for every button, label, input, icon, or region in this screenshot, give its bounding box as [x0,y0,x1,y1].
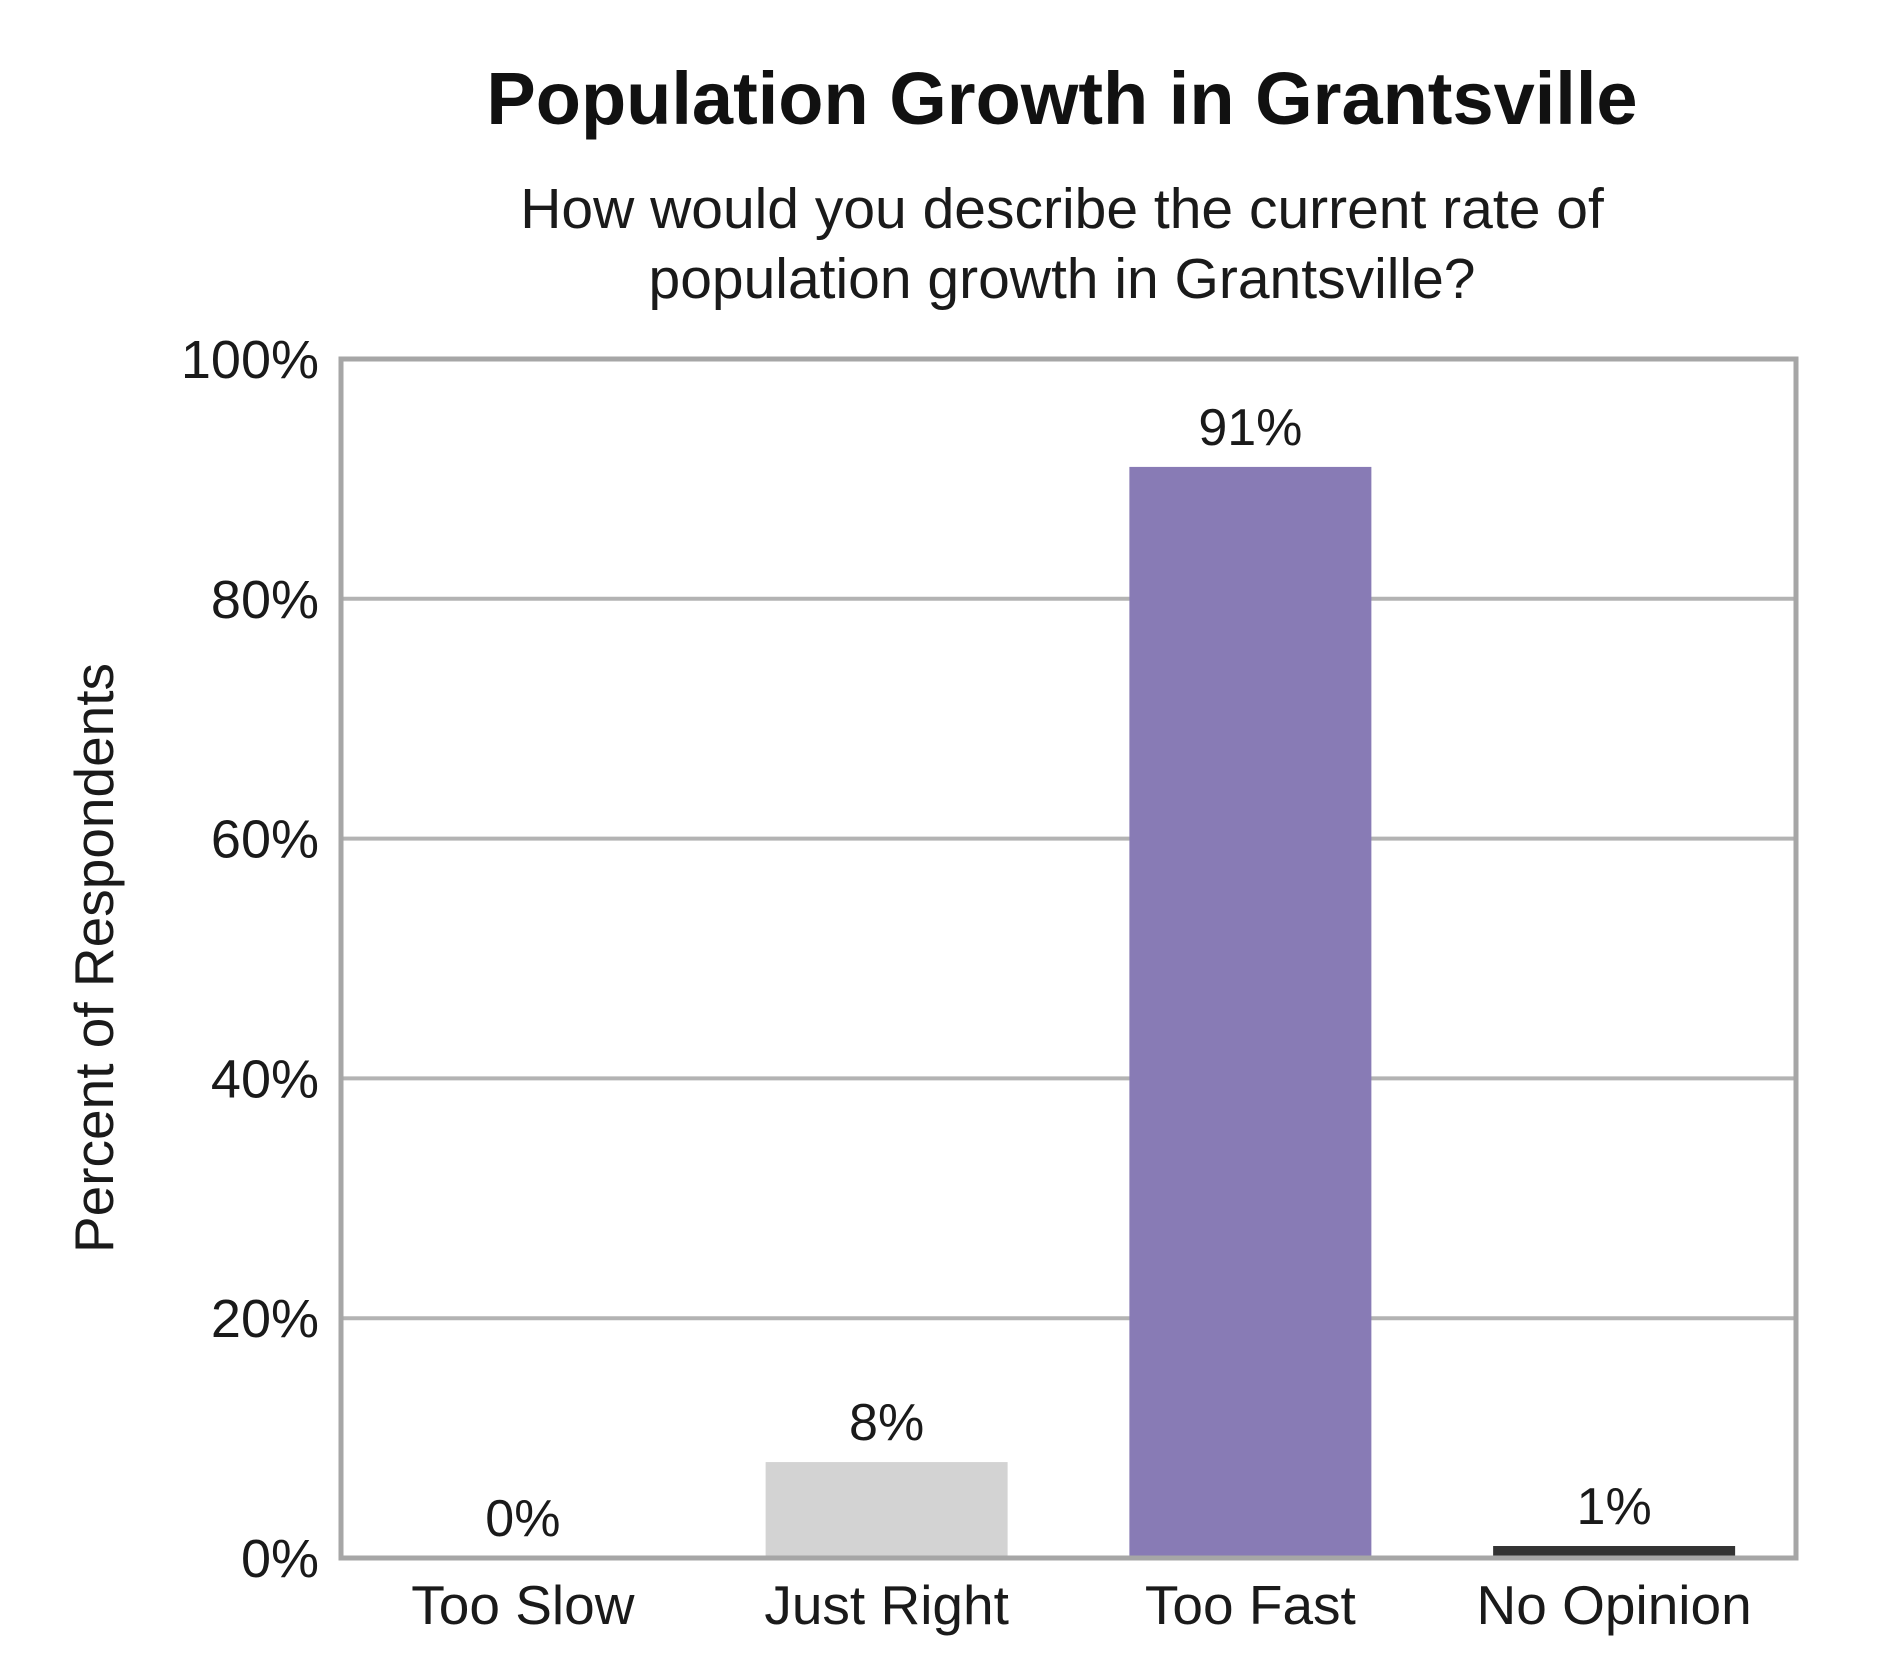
gridlines [341,596,1796,1321]
x-category-label: Too Fast [1145,1574,1356,1636]
bars [765,466,1736,1558]
data-label: 91% [1198,399,1302,457]
chart-subtitle-line-1: How would you describe the current rate … [520,177,1604,241]
y-tick-label: 100% [181,330,319,390]
y-tick-label: 20% [211,1289,319,1349]
bar-no-opinion [1493,1546,1736,1558]
chart-title: Population Growth in Grantsville [486,57,1637,140]
y-tick-label: 40% [211,1049,319,1109]
x-axis-labels: Too Slow Just Right Too Fast No Opinion [411,1574,1751,1636]
data-label: 8% [849,1394,924,1452]
x-category-label: Just Right [764,1574,1009,1636]
data-label: 0% [485,1490,560,1548]
bar-too-fast [1129,466,1372,1558]
bar-just-right [765,1462,1008,1558]
chart-subtitle-line-2: population growth in Grantsville? [649,247,1476,311]
y-tick-label: 60% [211,810,319,870]
plot-frame [338,356,1799,1561]
y-tick-label: 80% [211,570,319,630]
x-category-label: Too Slow [411,1574,634,1636]
x-category-label: No Opinion [1477,1574,1752,1636]
data-labels: 0% 8% 91% 1% [485,399,1651,1548]
y-axis-ticks: 0% 20% 40% 60% 80% 100% [181,330,319,1589]
data-label: 1% [1577,1478,1652,1536]
y-axis-title: Percent of Respondents [63,663,125,1253]
y-tick-label: 0% [241,1529,319,1589]
